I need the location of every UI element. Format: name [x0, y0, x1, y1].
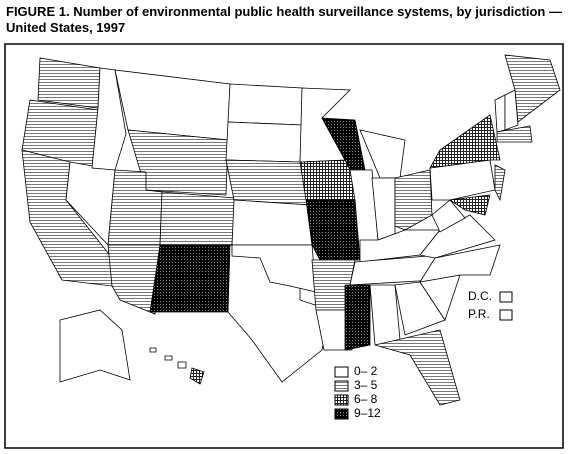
- state: [494, 94, 506, 133]
- state: [305, 199, 361, 261]
- frame: [4, 43, 564, 449]
- state: [149, 347, 157, 353]
- state: [127, 129, 229, 196]
- legend-swatch: [334, 408, 349, 420]
- state: [59, 309, 131, 383]
- state: [374, 329, 461, 406]
- state: [37, 57, 101, 109]
- legend-swatch: [334, 394, 349, 406]
- legend-swatch: [334, 366, 349, 378]
- state: [114, 69, 231, 141]
- state: [504, 54, 561, 123]
- state: [164, 355, 173, 361]
- territory-box: [499, 309, 513, 321]
- state: [225, 121, 303, 163]
- state: [225, 159, 311, 206]
- state: [504, 89, 519, 131]
- legend-swatch: [334, 380, 349, 392]
- figure-title: FIGURE 1. Number of environmental public…: [6, 4, 562, 35]
- legend-label: 6– 8: [354, 392, 378, 406]
- state: [159, 191, 236, 246]
- state: [299, 159, 356, 201]
- state: [431, 199, 466, 233]
- legend-label: 0– 2: [354, 364, 378, 378]
- territory-label: P.R.: [468, 307, 490, 321]
- state: [419, 214, 496, 259]
- state: [394, 169, 433, 231]
- territory-box: [499, 291, 513, 303]
- state: [315, 309, 353, 351]
- territory-label: D.C.: [468, 289, 492, 303]
- legend-label: 9–12: [354, 406, 381, 420]
- state: [429, 114, 501, 169]
- state: [227, 83, 303, 126]
- state: [107, 244, 161, 315]
- state: [189, 367, 205, 385]
- state: [496, 125, 533, 143]
- state: [231, 199, 313, 246]
- state: [448, 194, 491, 216]
- state: [344, 284, 371, 351]
- state: [494, 164, 506, 202]
- legend: 0– 23– 56– 89–12 D.C. P.R.: [334, 289, 513, 420]
- state: [419, 244, 501, 283]
- states: [21, 54, 561, 406]
- state: [177, 361, 187, 369]
- state: [369, 284, 401, 346]
- legend-label: 3– 5: [354, 378, 378, 392]
- state: [231, 244, 317, 293]
- state: [149, 244, 231, 313]
